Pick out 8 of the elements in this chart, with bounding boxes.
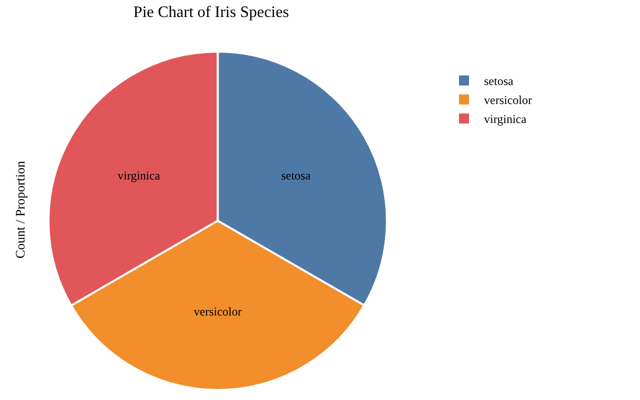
- legend-label: versicolor: [484, 93, 532, 108]
- chart-title: Pie Chart of Iris Species: [133, 4, 289, 22]
- legend-label: setosa: [484, 74, 514, 88]
- slice-label: virginica: [118, 168, 161, 182]
- slice-label: setosa: [281, 168, 312, 182]
- text: Count / Proportion: [12, 160, 28, 258]
- slice-label: versicolor: [194, 304, 242, 318]
- legend-label: virginica: [484, 112, 528, 126]
